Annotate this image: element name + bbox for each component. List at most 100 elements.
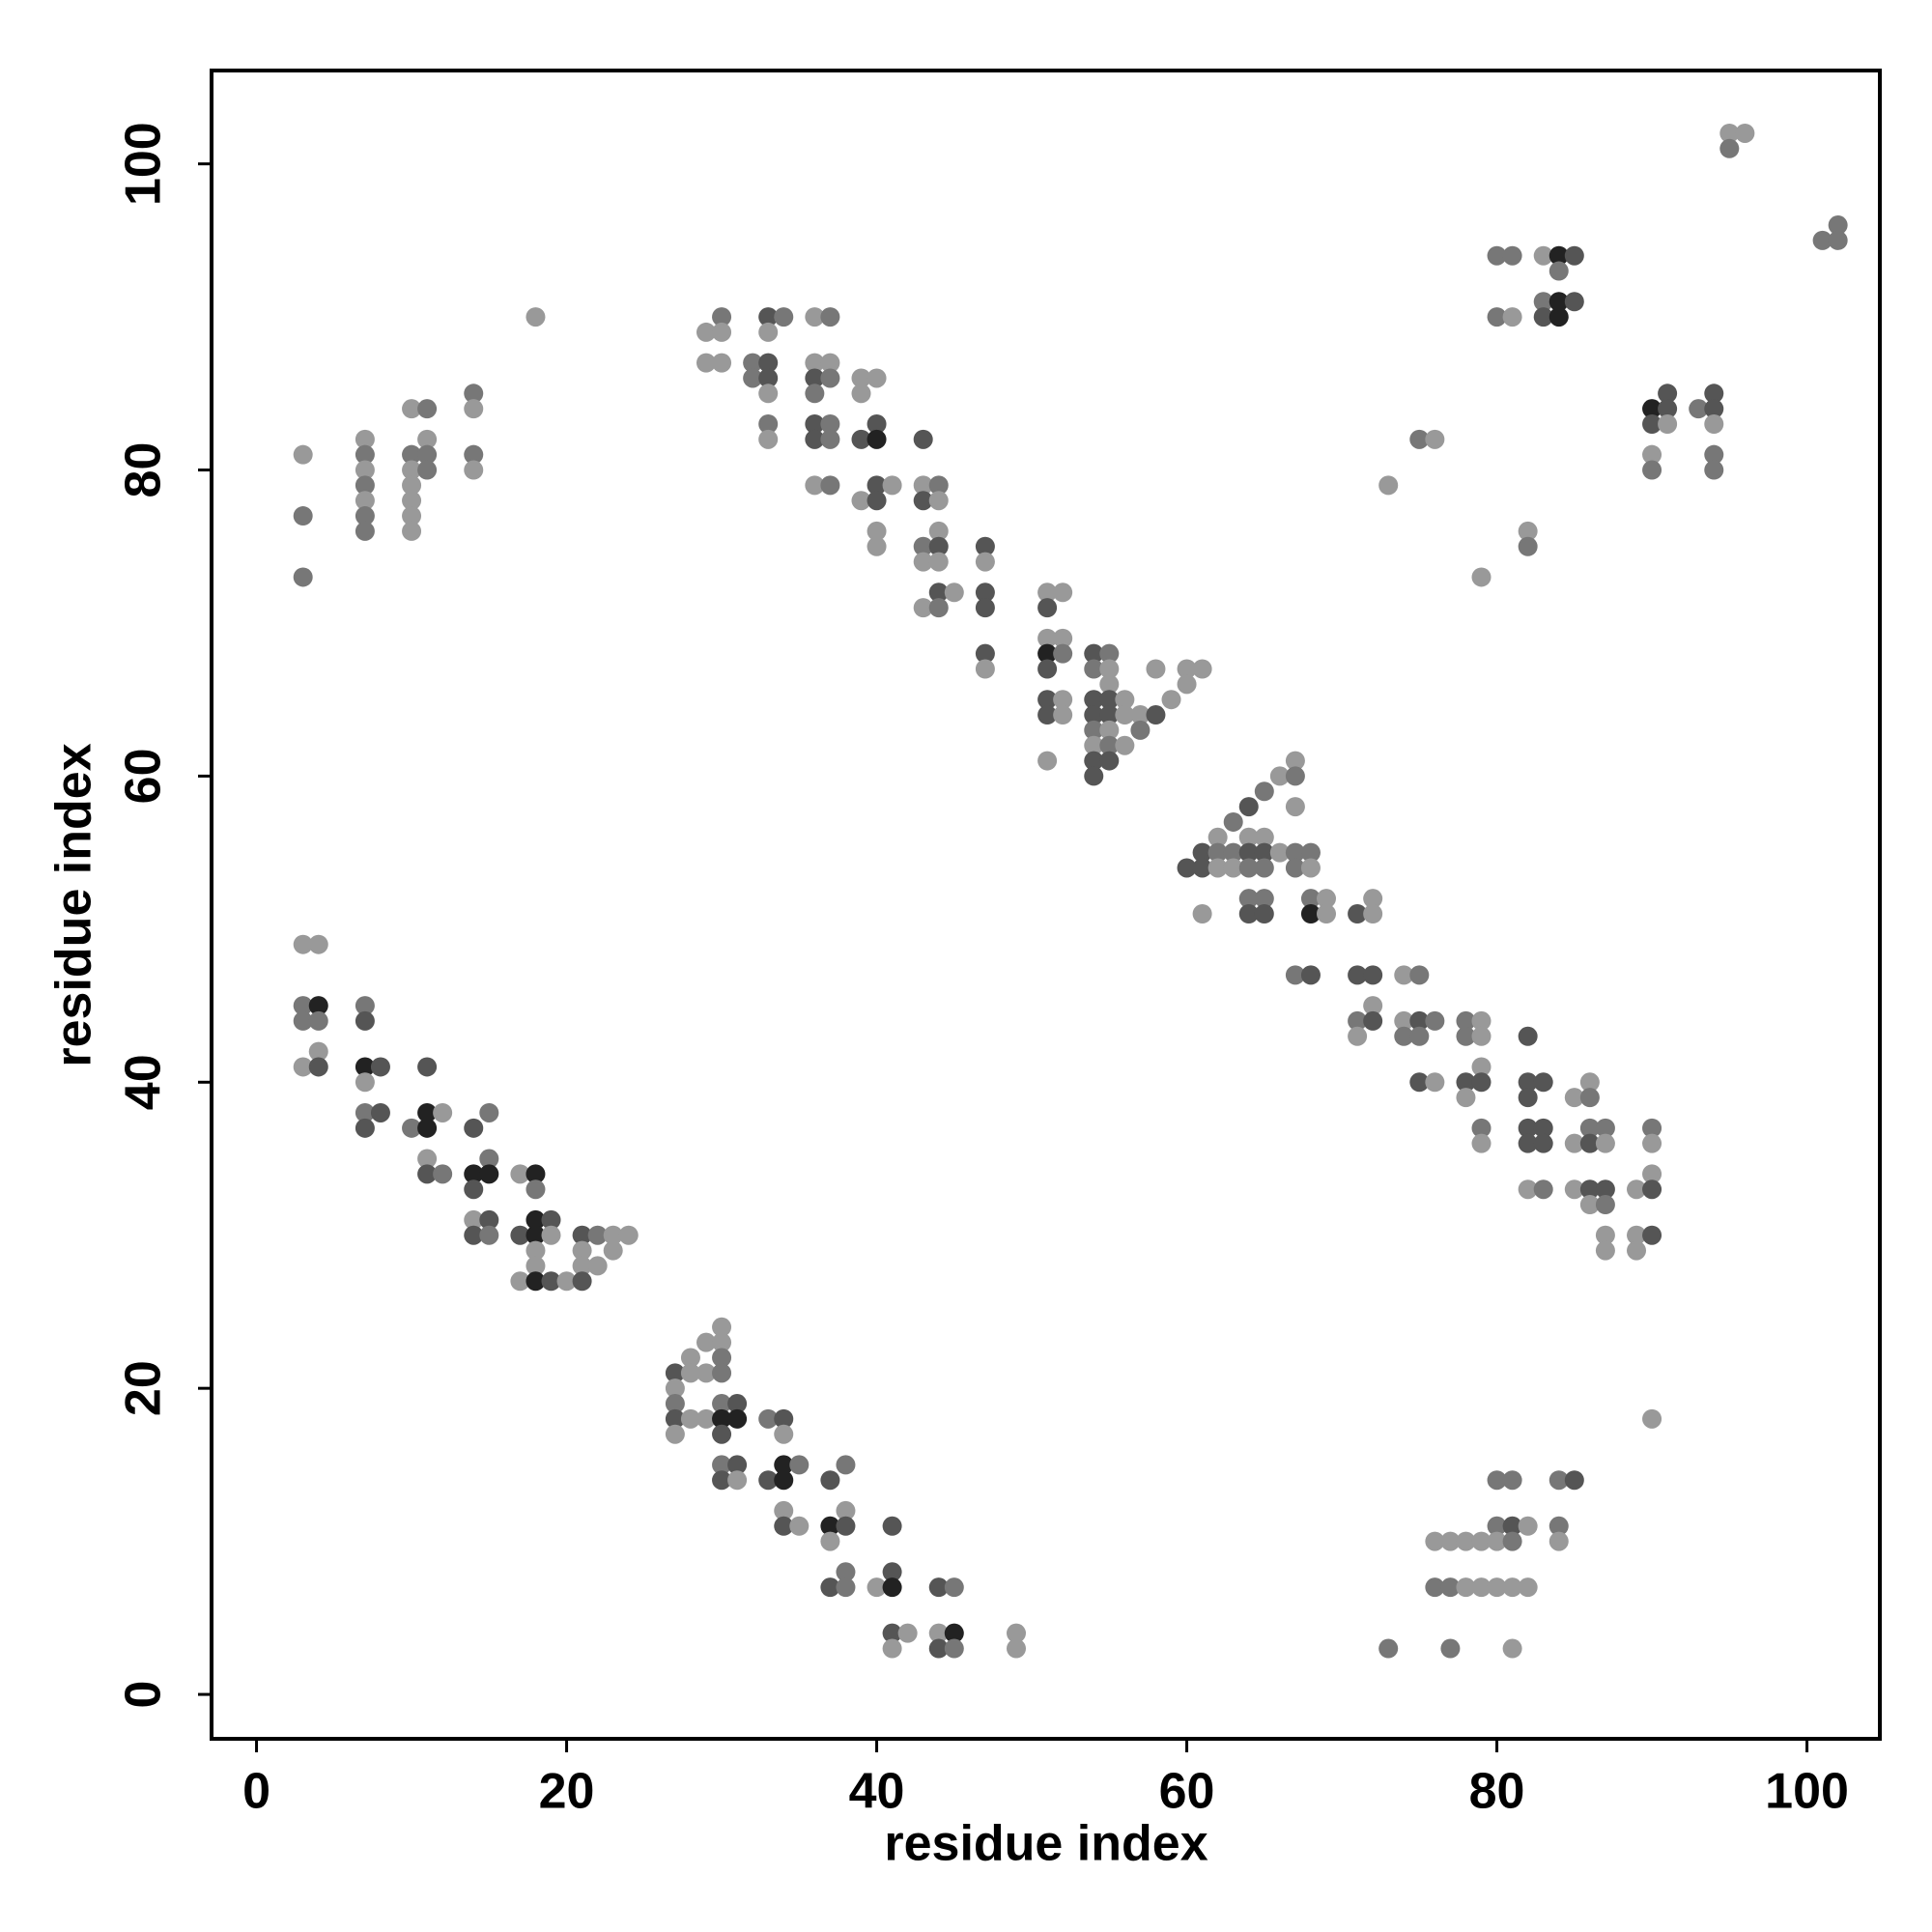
point — [975, 598, 995, 618]
point — [355, 1102, 375, 1122]
point — [913, 598, 933, 618]
point — [1564, 1179, 1584, 1200]
point — [355, 491, 375, 511]
point — [526, 1209, 546, 1230]
point — [1099, 751, 1120, 771]
point — [944, 1577, 964, 1598]
point — [851, 491, 871, 511]
point — [1285, 797, 1305, 817]
x-tick-label: 80 — [1469, 1764, 1525, 1820]
y-tick-label: 100 — [116, 122, 172, 206]
point — [1828, 215, 1848, 236]
point — [293, 934, 313, 954]
point — [805, 429, 825, 449]
point — [1238, 842, 1259, 863]
point — [805, 475, 825, 496]
point — [1053, 643, 1073, 664]
point — [1579, 1133, 1600, 1153]
point — [975, 643, 995, 664]
point — [1161, 690, 1181, 710]
point — [1409, 1010, 1430, 1031]
point — [1177, 858, 1197, 878]
point — [975, 536, 995, 556]
point — [758, 353, 779, 373]
point — [1595, 1118, 1615, 1138]
point — [1099, 674, 1120, 695]
point — [1317, 904, 1337, 924]
point — [820, 1577, 840, 1598]
point — [1704, 384, 1724, 404]
point — [293, 506, 313, 526]
point — [526, 1179, 546, 1200]
point — [293, 567, 313, 587]
point — [913, 491, 933, 511]
point — [1363, 965, 1383, 985]
point — [928, 582, 949, 603]
point — [897, 1623, 918, 1643]
point — [1642, 1118, 1662, 1138]
point — [1053, 628, 1073, 648]
point — [1037, 659, 1058, 679]
point — [1533, 292, 1553, 312]
point — [1208, 858, 1228, 878]
point — [1735, 123, 1755, 143]
point — [1518, 1516, 1538, 1536]
point — [1223, 811, 1243, 832]
point — [1533, 1072, 1553, 1093]
point — [1285, 842, 1305, 863]
point — [944, 582, 964, 603]
point — [1254, 858, 1274, 878]
point — [712, 322, 732, 342]
point — [308, 1010, 328, 1031]
point — [1394, 965, 1414, 985]
point — [1689, 399, 1709, 419]
point — [1130, 720, 1151, 740]
point — [913, 475, 933, 496]
point — [882, 1577, 902, 1598]
point — [1579, 1072, 1600, 1093]
point — [820, 368, 840, 388]
point — [1440, 1531, 1461, 1551]
point — [1300, 858, 1321, 878]
point — [1642, 1179, 1662, 1200]
point — [1548, 292, 1569, 312]
point — [928, 475, 949, 496]
point — [556, 1271, 577, 1292]
point — [1548, 245, 1569, 266]
point — [1037, 598, 1058, 618]
point — [1704, 444, 1724, 465]
point — [1238, 889, 1259, 909]
point — [1254, 889, 1274, 909]
point — [1115, 705, 1135, 725]
point — [696, 1408, 717, 1429]
point — [1456, 1072, 1476, 1093]
point — [464, 1179, 484, 1200]
point — [1518, 1133, 1538, 1153]
point — [1595, 1179, 1615, 1200]
y-tick-label: 60 — [116, 748, 172, 804]
point — [417, 429, 438, 449]
point — [1146, 705, 1166, 725]
point — [1300, 965, 1321, 985]
x-tick-label: 0 — [242, 1764, 270, 1820]
point — [1300, 889, 1321, 909]
point — [464, 399, 484, 419]
point — [1548, 1531, 1569, 1551]
point — [1348, 1026, 1368, 1046]
point — [1363, 904, 1383, 924]
point — [1642, 460, 1662, 480]
point — [928, 521, 949, 541]
point — [1487, 1577, 1507, 1598]
point — [712, 307, 732, 327]
point — [1471, 1531, 1492, 1551]
point — [1053, 582, 1073, 603]
point — [727, 1408, 748, 1429]
point — [1378, 1638, 1399, 1659]
point — [1269, 842, 1290, 863]
point — [1084, 720, 1104, 740]
point — [1533, 307, 1553, 327]
point — [1440, 1577, 1461, 1598]
point — [712, 1317, 732, 1337]
point — [1642, 1408, 1662, 1429]
point — [1254, 781, 1274, 802]
